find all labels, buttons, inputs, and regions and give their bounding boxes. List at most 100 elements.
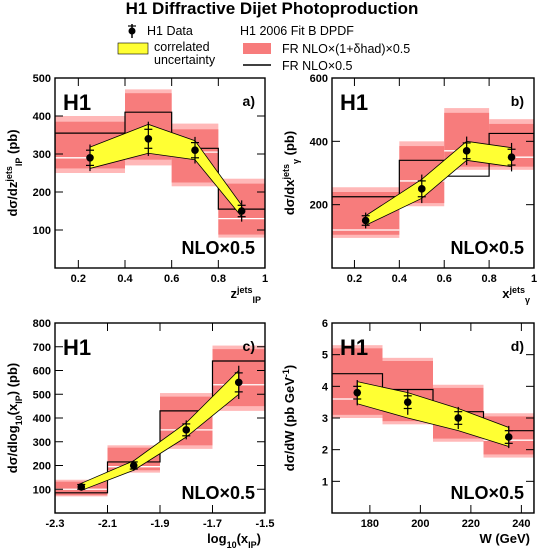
y-axis-label: dσ/dxjetsγ (pb)	[281, 131, 301, 215]
data-point-0	[77, 483, 86, 491]
x-tick-label-4: 1	[262, 273, 268, 285]
panel-tag: d)	[511, 338, 524, 354]
x-tick-label-2: 0.6	[437, 273, 452, 285]
x-tick-label-3: 240	[512, 518, 530, 530]
data-point-1	[129, 461, 138, 470]
experiment-label: H1	[340, 90, 368, 115]
y-tick-label-2: 600	[310, 73, 328, 85]
svg-text:xjetsγ: xjetsγ	[502, 285, 530, 305]
plot-area	[55, 89, 265, 268]
scale-label: NLO×0.5	[181, 238, 255, 258]
x-axis-label: zjetsIP	[230, 285, 261, 305]
data-point-1	[403, 398, 412, 406]
y-tick-label-0: 1	[322, 476, 328, 488]
x-tick-label-0: -2.3	[46, 518, 65, 530]
y-tick-label-3: 400	[33, 111, 51, 123]
y-tick-label-4: 500	[33, 73, 51, 85]
panel-tag: c)	[243, 338, 255, 354]
y-tick-label-2: 3	[322, 413, 328, 425]
x-tick-label-0: 0.2	[71, 273, 86, 285]
x-tick-label-1: 0.4	[392, 273, 408, 285]
legend-frband-swatch	[243, 43, 271, 54]
scale-label: NLO×0.5	[181, 483, 255, 503]
y-tick-label-1: 200	[33, 187, 51, 199]
x-tick-label-2: -1.9	[151, 518, 170, 530]
panel-tag: b)	[511, 93, 524, 109]
y-tick-label-2: 300	[33, 437, 51, 449]
scale-label: NLO×0.5	[450, 483, 524, 503]
y-axis-label: dσ/dW (pb GeV-1)	[281, 365, 297, 471]
y-tick-label-3: 400	[33, 413, 51, 425]
x-tick-label-1: -2.1	[98, 518, 117, 530]
y-tick-label-7: 800	[33, 318, 51, 330]
experiment-label: H1	[340, 335, 368, 360]
plot-area	[55, 345, 265, 513]
panel-c: -2.3 -2.1 -1.9 -1.7 -1.5 100 200 300 400 500 600 70…	[5, 318, 274, 548]
plot-frame	[331, 77, 535, 269]
y-axis-label: dσ/dzjetsIP (pb)	[4, 129, 24, 216]
panel-a: 0.2 0.4 0.6 0.8 1 100 200 300 400 500 H1 a) NLO×0.5 d…	[4, 73, 268, 305]
y-tick-label-3: 4	[322, 381, 329, 393]
legend: H1 Data correlated uncertainty H1 2006 F…	[117, 24, 410, 73]
x-tick-label-3: -1.7	[203, 518, 222, 530]
y-tick-label-4: 5	[322, 350, 328, 362]
data-point-3	[504, 433, 513, 441]
x-axis-label: xjetsγ	[502, 285, 530, 305]
svg-text:log10(xIP): log10(xIP)	[207, 531, 261, 548]
legend-frband-label: FR NLO×(1+δhad)×0.5	[282, 42, 410, 56]
x-tick-label-2: 220	[462, 518, 480, 530]
x-tick-label-0: 180	[361, 518, 379, 530]
svg-text:dσ/dlog10(xIP) (pb): dσ/dlog10(xIP) (pb)	[5, 363, 24, 473]
data-point-0	[86, 154, 94, 162]
data-point-2	[454, 414, 463, 422]
experiment-label: H1	[63, 90, 91, 115]
x-tick-label-3: 0.8	[211, 273, 226, 285]
x-tick-label-1: 200	[411, 518, 429, 530]
x-axis-label: log10(xIP)	[207, 531, 261, 548]
data-point-1	[417, 185, 426, 193]
x-tick-label-4: 1	[531, 273, 537, 285]
plot-area	[332, 345, 534, 513]
y-tick-label-2: 300	[33, 149, 51, 161]
y-tick-label-0: 200	[310, 200, 328, 212]
figure-title: H1 Diffractive Dijet Photoproduction	[126, 0, 419, 18]
plot-frame	[54, 77, 266, 269]
panel-tag: a)	[243, 93, 255, 109]
y-axis-label: dσ/dlog10(xIP) (pb)	[5, 363, 24, 473]
svg-text:dσ/dxjetsγ (pb): dσ/dxjetsγ (pb)	[281, 131, 301, 215]
nlo-line	[55, 360, 265, 513]
svg-text:zjetsIP: zjetsIP	[230, 285, 261, 305]
legend-frline-label: FR NLO×0.5	[282, 59, 353, 73]
x-tick-label-2: 0.6	[164, 273, 179, 285]
y-tick-label-1: 200	[33, 461, 51, 473]
legend-fit-label: H1 2006 Fit B DPDF	[240, 24, 354, 38]
svg-text:dσ/dzjetsIP (pb): dσ/dzjetsIP (pb)	[4, 129, 24, 216]
x-tick-label-1: 0.4	[117, 273, 133, 285]
x-tick-label-3: 0.8	[481, 273, 496, 285]
plot-area	[332, 108, 534, 268]
x-tick-label-0: 0.2	[347, 273, 362, 285]
y-tick-label-6: 700	[33, 342, 51, 354]
svg-text:dσ/dW (pb GeV-1): dσ/dW (pb GeV-1)	[281, 365, 297, 471]
y-tick-label-5: 6	[322, 318, 328, 330]
x-axis-label: W (GeV)	[479, 531, 530, 546]
panel-d: 180 200 220 240 1 2 3 4 5 6 H1 d) NLO×0.5 dσ/dW (pb G…	[281, 318, 535, 546]
scale-label: NLO×0.5	[450, 238, 524, 258]
data-point-0	[361, 216, 370, 225]
y-tick-label-0: 100	[33, 225, 51, 237]
y-tick-label-1: 2	[322, 445, 328, 457]
experiment-label: H1	[63, 335, 91, 360]
y-tick-label-5: 600	[33, 366, 51, 378]
data-point-2	[182, 426, 191, 434]
data-point-3	[507, 153, 516, 161]
legend-corr-swatch	[117, 42, 149, 55]
data-point-0	[353, 388, 362, 397]
legend-corr-label-2: uncertainty	[154, 53, 216, 67]
legend-data-marker	[128, 27, 136, 35]
y-tick-label-0: 100	[33, 484, 51, 496]
data-point-2	[191, 146, 199, 154]
y-tick-label-4: 500	[33, 389, 51, 401]
y-tick-label-1: 400	[310, 136, 328, 148]
data-point-2	[462, 147, 471, 155]
